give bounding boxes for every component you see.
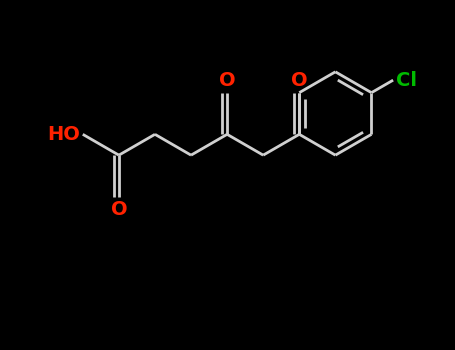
Text: Cl: Cl: [396, 71, 417, 90]
Text: O: O: [291, 71, 308, 90]
Text: O: O: [219, 71, 235, 90]
Text: HO: HO: [47, 125, 80, 144]
Text: O: O: [111, 200, 127, 219]
